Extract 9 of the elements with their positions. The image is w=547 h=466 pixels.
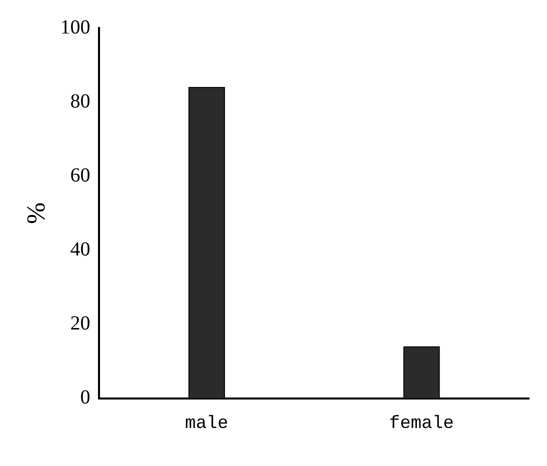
y-tick-label: 40 bbox=[70, 238, 90, 260]
x-tick-label: female bbox=[389, 414, 454, 434]
y-tick-label: 60 bbox=[70, 164, 90, 186]
y-tick-label: 80 bbox=[70, 90, 90, 112]
y-tick-label: 100 bbox=[60, 16, 90, 38]
y-tick-label: 0 bbox=[80, 386, 90, 409]
x-tick-label: male bbox=[185, 414, 228, 434]
y-axis-title: % bbox=[21, 202, 50, 224]
y-tick-label: 20 bbox=[70, 312, 90, 335]
